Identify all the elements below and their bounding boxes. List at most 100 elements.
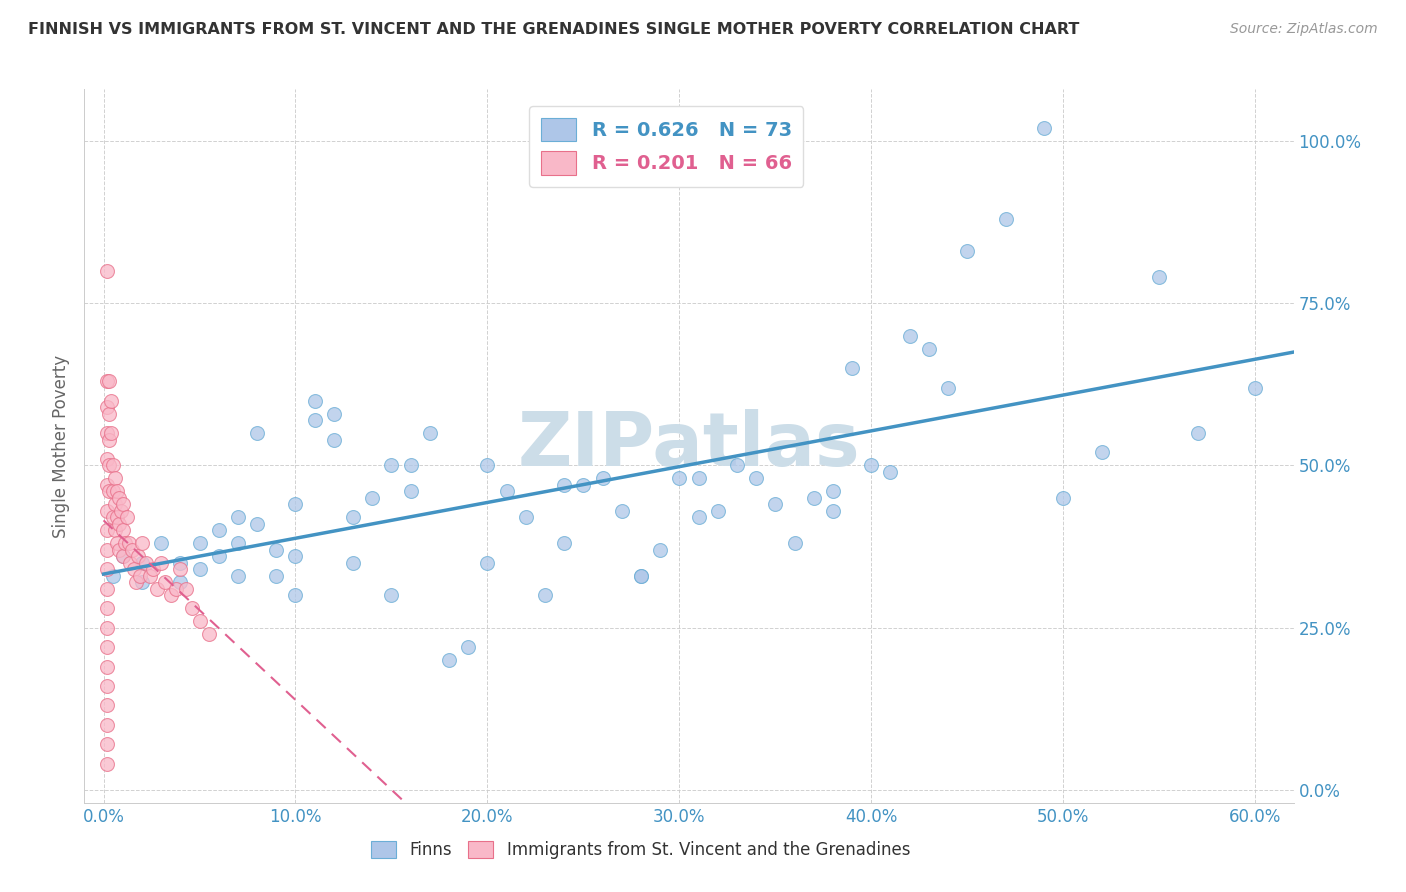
Point: [96, 756, 118, 771]
Point: [198, 627, 221, 641]
Point: [208, 549, 231, 564]
Point: [96, 264, 118, 278]
Point: [688, 510, 710, 524]
Point: [111, 497, 134, 511]
Point: [399, 484, 422, 499]
Point: [803, 491, 825, 505]
Point: [188, 536, 211, 550]
Point: [399, 458, 422, 473]
Point: [131, 536, 153, 550]
Point: [96, 504, 118, 518]
Point: [98, 484, 121, 499]
Point: [111, 549, 134, 564]
Text: ZIPatlas: ZIPatlas: [517, 409, 860, 483]
Point: [101, 484, 124, 499]
Point: [96, 452, 118, 467]
Point: [284, 588, 307, 602]
Point: [918, 342, 941, 356]
Point: [534, 588, 557, 602]
Point: [129, 568, 152, 582]
Point: [304, 413, 326, 427]
Point: [457, 640, 479, 654]
Point: [122, 562, 145, 576]
Point: [111, 524, 134, 538]
Point: [180, 601, 202, 615]
Point: [783, 536, 806, 550]
Point: [96, 400, 118, 414]
Point: [706, 504, 728, 518]
Point: [322, 433, 344, 447]
Point: [725, 458, 748, 473]
Point: [688, 471, 710, 485]
Point: [266, 542, 288, 557]
Point: [120, 556, 142, 570]
Point: [169, 575, 191, 590]
Point: [1033, 121, 1056, 136]
Point: [437, 653, 460, 667]
Point: [246, 516, 269, 531]
Point: [166, 582, 188, 596]
Point: [477, 458, 499, 473]
Point: [860, 458, 883, 473]
Point: [98, 433, 121, 447]
Point: [96, 562, 118, 576]
Point: [361, 491, 384, 505]
Legend: Finns, Immigrants from St. Vincent and the Grenadines: Finns, Immigrants from St. Vincent and t…: [364, 834, 917, 866]
Point: [142, 562, 165, 576]
Point: [169, 562, 191, 576]
Point: [188, 562, 211, 576]
Point: [226, 568, 249, 582]
Point: [515, 510, 537, 524]
Point: [96, 542, 118, 557]
Point: [125, 575, 148, 590]
Point: [572, 478, 595, 492]
Point: [1187, 425, 1209, 440]
Point: [127, 549, 149, 564]
Point: [131, 575, 153, 590]
Point: [936, 381, 959, 395]
Point: [226, 510, 249, 524]
Point: [630, 568, 652, 582]
Point: [100, 425, 122, 440]
Point: [131, 556, 153, 570]
Point: [104, 471, 127, 485]
Point: [96, 738, 118, 752]
Point: [841, 361, 863, 376]
Point: [668, 471, 690, 485]
Point: [592, 471, 614, 485]
Point: [159, 588, 181, 602]
Point: [380, 458, 402, 473]
Point: [96, 524, 118, 538]
Point: [342, 510, 364, 524]
Point: [246, 425, 269, 440]
Point: [100, 393, 122, 408]
Point: [101, 458, 124, 473]
Point: [477, 556, 499, 570]
Point: [763, 497, 786, 511]
Point: [419, 425, 441, 440]
Point: [98, 374, 121, 388]
Point: [135, 556, 157, 570]
Point: [121, 542, 143, 557]
Point: [111, 549, 134, 564]
Point: [322, 407, 344, 421]
Point: [994, 211, 1017, 226]
Point: [745, 471, 768, 485]
Point: [1052, 491, 1074, 505]
Point: [96, 718, 118, 732]
Point: [380, 588, 402, 602]
Point: [108, 516, 131, 531]
Point: [650, 542, 672, 557]
Point: [96, 621, 118, 635]
Point: [630, 568, 652, 582]
Text: Source: ZipAtlas.com: Source: ZipAtlas.com: [1230, 22, 1378, 37]
Point: [115, 510, 138, 524]
Point: [105, 510, 128, 524]
Point: [96, 679, 118, 693]
Point: [146, 582, 169, 596]
Point: [96, 640, 118, 654]
Point: [208, 524, 231, 538]
Point: [898, 328, 921, 343]
Point: [150, 556, 173, 570]
Point: [96, 601, 118, 615]
